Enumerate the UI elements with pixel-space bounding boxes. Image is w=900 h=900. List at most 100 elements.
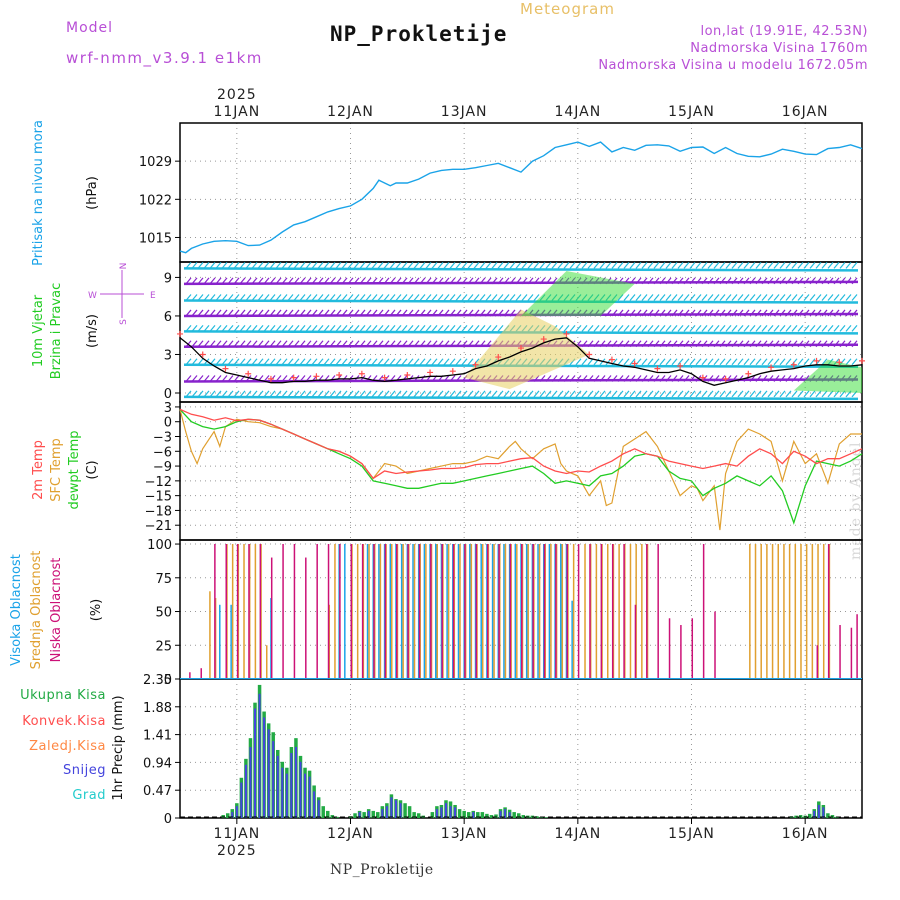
precip-bar xyxy=(485,813,489,818)
wind-barb xyxy=(239,277,246,285)
wind-barb xyxy=(395,309,402,317)
wind-barb xyxy=(281,309,288,317)
precip-bar xyxy=(412,812,416,818)
wind-barb xyxy=(263,375,270,382)
wind-barb xyxy=(851,340,858,348)
wind-barb xyxy=(299,277,306,285)
wind-barb xyxy=(419,262,426,269)
precip-bar xyxy=(249,747,252,818)
wind-barb xyxy=(797,262,804,269)
wind-barb xyxy=(845,262,852,269)
wind-barb xyxy=(581,358,588,366)
wind-barb xyxy=(413,262,420,269)
wind-barb xyxy=(833,262,840,269)
wind-barb xyxy=(251,390,258,398)
wind-barb xyxy=(257,262,264,269)
wind-barb xyxy=(485,340,492,348)
wind-barb xyxy=(665,358,672,366)
y-tick-label: 25 xyxy=(155,639,172,654)
wind-barb xyxy=(329,340,336,348)
x-tick-label-bottom: 13JAN xyxy=(441,826,488,842)
wind-barb xyxy=(245,324,252,332)
wind-barb xyxy=(251,277,258,285)
precip-bar xyxy=(299,761,302,818)
sfc-temp-line xyxy=(179,409,862,531)
precip-bar xyxy=(321,806,325,818)
wind-gust-marker xyxy=(745,370,752,377)
wind-barb xyxy=(347,309,354,317)
wind-barb xyxy=(299,324,306,332)
wind-barb xyxy=(689,375,696,382)
wind-barb xyxy=(443,358,450,366)
wind-barb xyxy=(587,390,594,398)
precip-bar xyxy=(390,797,393,818)
wind-barb xyxy=(761,294,768,301)
y-tick-label: 2.35 xyxy=(143,673,172,688)
precip-bar xyxy=(358,812,361,818)
wind-barb xyxy=(647,277,654,285)
wind-barb xyxy=(671,294,678,301)
wind-gust-area xyxy=(521,270,635,316)
wind-barb xyxy=(467,340,474,348)
wind-barb xyxy=(473,340,480,348)
wind-barb xyxy=(821,277,828,285)
wind-barb xyxy=(671,375,678,382)
wind-barb xyxy=(209,262,216,269)
wind-barb xyxy=(293,294,300,301)
wind-barb xyxy=(629,324,636,332)
precip-bar xyxy=(225,813,230,818)
wind-axis-label-1: 10m Vjetar xyxy=(31,294,46,367)
wind-barb xyxy=(329,309,336,317)
wind-barb xyxy=(683,324,690,332)
wind-barb xyxy=(347,294,354,301)
wind-barb xyxy=(623,375,630,382)
wind-barb xyxy=(221,324,228,332)
precip-bar xyxy=(272,741,275,818)
wind-barb xyxy=(617,324,624,332)
wind-barb xyxy=(431,277,438,285)
wind-barb xyxy=(185,324,192,332)
wind-barb xyxy=(305,277,312,285)
wind-barb xyxy=(245,375,252,382)
wind-barb xyxy=(803,358,810,366)
wind-barb xyxy=(437,324,444,332)
precip-bar xyxy=(826,813,830,818)
wind-barb xyxy=(701,309,708,317)
wind-barb xyxy=(815,294,822,301)
wind-barb xyxy=(281,375,288,382)
wind-barb xyxy=(371,262,378,269)
wind-barb xyxy=(191,262,198,269)
wind-gust-marker xyxy=(222,365,229,372)
x-tick-label-top: 16JAN xyxy=(782,104,829,120)
wind-barb xyxy=(407,262,414,269)
wind-barb xyxy=(695,277,702,285)
wind-barb xyxy=(791,277,798,285)
wind-barb xyxy=(797,358,804,366)
wind-barb xyxy=(509,277,516,285)
precip-bar xyxy=(476,812,480,818)
wind-barb xyxy=(455,309,462,317)
wind-barb xyxy=(587,358,594,366)
wind-barb xyxy=(299,340,306,348)
wind-barb xyxy=(269,358,276,366)
wind-barb xyxy=(515,262,522,269)
wind-barb xyxy=(215,294,222,301)
wind-barb xyxy=(701,324,708,332)
wind-barb xyxy=(761,262,768,269)
wind-barb xyxy=(485,294,492,301)
wind-barb xyxy=(689,390,696,398)
x-tick-label-bottom: 11JAN xyxy=(213,826,260,842)
wind-barb xyxy=(695,358,702,366)
pressure-unit-label: (hPa) xyxy=(85,176,100,210)
wind-barb xyxy=(755,340,762,348)
wind-barb xyxy=(803,375,810,382)
wind-barb xyxy=(611,340,618,348)
wind-barb xyxy=(233,294,240,301)
wind-barb xyxy=(233,390,240,398)
precip-bar xyxy=(326,810,330,818)
wind-barb xyxy=(257,390,264,398)
wind-barb xyxy=(563,390,570,398)
wind-barb xyxy=(617,340,624,348)
precip-bar xyxy=(376,812,380,818)
wind-gust-marker xyxy=(836,359,843,366)
